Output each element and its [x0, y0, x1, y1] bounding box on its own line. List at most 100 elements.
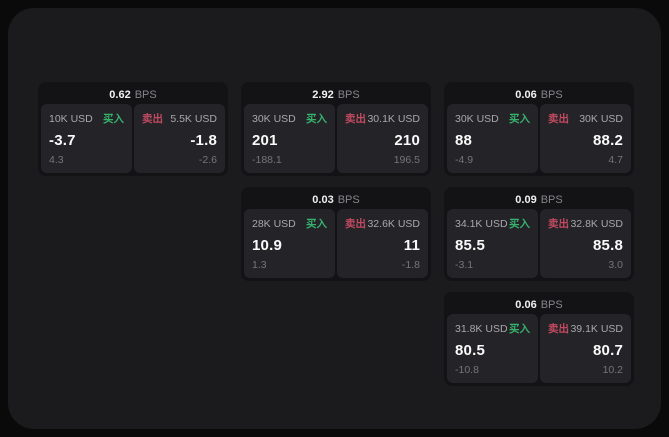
- sell-amount: 39.1K USD: [570, 322, 623, 335]
- sell-panel[interactable]: 卖出 32.6K USD 11 -1.8: [337, 209, 428, 278]
- bps-unit: BPS: [540, 88, 563, 101]
- app-container: 0.62 BPS 10K USD 买入 -3.7 4.3 卖出 5.5K USD…: [8, 8, 661, 429]
- buy-panel-top: 30K USD 买入: [455, 111, 530, 126]
- buy-panel[interactable]: 34.1K USD 买入 85.5 -3.1: [447, 209, 538, 278]
- buy-amount: 28K USD: [252, 217, 296, 230]
- buy-sub-value: -188.1: [252, 154, 282, 166]
- quote-panels: 10K USD 买入 -3.7 4.3 卖出 5.5K USD -1.8 -2.…: [41, 104, 225, 173]
- sell-price: 80.7: [593, 341, 623, 359]
- bps-value: 0.06: [515, 298, 537, 311]
- buy-price: 88: [455, 131, 473, 149]
- bps-value: 0.03: [312, 193, 334, 206]
- buy-side-label: 买入: [306, 113, 327, 125]
- sell-panel[interactable]: 卖出 39.1K USD 80.7 10.2: [540, 314, 631, 383]
- buy-panel-top: 10K USD 买入: [49, 111, 124, 126]
- card-header: 0.62 BPS: [41, 85, 225, 104]
- bps-value: 0.09: [515, 193, 537, 206]
- quote-card: 2.92 BPS 30K USD 买入 201 -188.1 卖出 30.1K …: [241, 82, 431, 176]
- card-header: 0.09 BPS: [447, 190, 631, 209]
- buy-sub-value: 4.3: [49, 154, 64, 166]
- buy-side-label: 买入: [509, 113, 530, 125]
- sell-sub-value: -2.6: [198, 154, 217, 166]
- buy-panel[interactable]: 31.8K USD 买入 80.5 -10.8: [447, 314, 538, 383]
- sell-amount: 30K USD: [579, 112, 623, 125]
- buy-amount: 10K USD: [49, 112, 93, 125]
- buy-sub-value: -4.9: [455, 154, 474, 166]
- sell-sub-value: -1.8: [401, 259, 420, 271]
- sell-price: -1.8: [190, 131, 217, 149]
- bps-value: 0.06: [515, 88, 537, 101]
- buy-panel-top: 34.1K USD 买入: [455, 216, 530, 231]
- quote-card: 0.06 BPS 30K USD 买入 88 -4.9 卖出 30K USD 8…: [444, 82, 634, 176]
- quote-card: 0.62 BPS 10K USD 买入 -3.7 4.3 卖出 5.5K USD…: [38, 82, 228, 176]
- quote-card: 0.03 BPS 28K USD 买入 10.9 1.3 卖出 32.6K US…: [241, 187, 431, 281]
- card-header: 0.03 BPS: [244, 190, 428, 209]
- quote-panels: 31.8K USD 买入 80.5 -10.8 卖出 39.1K USD 80.…: [447, 314, 631, 383]
- buy-panel[interactable]: 28K USD 买入 10.9 1.3: [244, 209, 335, 278]
- buy-amount: 30K USD: [455, 112, 499, 125]
- quote-panels: 30K USD 买入 201 -188.1 卖出 30.1K USD 210 1…: [244, 104, 428, 173]
- buy-amount: 31.8K USD: [455, 322, 508, 335]
- quote-card: 0.06 BPS 31.8K USD 买入 80.5 -10.8 卖出 39.1…: [444, 292, 634, 386]
- sell-sub-value: 4.7: [608, 154, 623, 166]
- bps-unit: BPS: [134, 88, 157, 101]
- sell-price: 85.8: [593, 236, 623, 254]
- sell-panel-top: 卖出 30.1K USD: [345, 111, 420, 126]
- sell-sub-value: 3.0: [608, 259, 623, 271]
- buy-side-label: 买入: [509, 323, 530, 335]
- quote-panels: 34.1K USD 买入 85.5 -3.1 卖出 32.8K USD 85.8…: [447, 209, 631, 278]
- sell-sub-value: 196.5: [393, 154, 420, 166]
- buy-side-label: 买入: [306, 218, 327, 230]
- bps-unit: BPS: [540, 193, 563, 206]
- bps-unit: BPS: [337, 88, 360, 101]
- sell-side-label: 卖出: [345, 113, 366, 125]
- sell-panel[interactable]: 卖出 30K USD 88.2 4.7: [540, 104, 631, 173]
- sell-panel-top: 卖出 32.6K USD: [345, 216, 420, 231]
- buy-panel-top: 30K USD 买入: [252, 111, 327, 126]
- buy-sub-value: 1.3: [252, 259, 267, 271]
- sell-panel[interactable]: 卖出 5.5K USD -1.8 -2.6: [134, 104, 225, 173]
- sell-price: 210: [394, 131, 420, 149]
- buy-side-label: 买入: [103, 113, 124, 125]
- sell-panel-top: 卖出 30K USD: [548, 111, 623, 126]
- quote-card: 0.09 BPS 34.1K USD 买入 85.5 -3.1 卖出 32.8K…: [444, 187, 634, 281]
- buy-side-label: 买入: [509, 218, 530, 230]
- sell-side-label: 卖出: [345, 218, 366, 230]
- buy-amount: 30K USD: [252, 112, 296, 125]
- buy-panel-top: 28K USD 买入: [252, 216, 327, 231]
- bps-value: 2.92: [312, 88, 334, 101]
- sell-side-label: 卖出: [548, 218, 569, 230]
- buy-price: 80.5: [455, 341, 485, 359]
- bps-unit: BPS: [337, 193, 360, 206]
- sell-amount: 32.6K USD: [367, 217, 420, 230]
- sell-price: 88.2: [593, 131, 623, 149]
- buy-price: -3.7: [49, 131, 76, 149]
- sell-amount: 30.1K USD: [367, 112, 420, 125]
- sell-panel-top: 卖出 5.5K USD: [142, 111, 217, 126]
- sell-side-label: 卖出: [142, 113, 163, 125]
- sell-sub-value: 10.2: [602, 364, 623, 376]
- sell-amount: 32.8K USD: [570, 217, 623, 230]
- buy-price: 85.5: [455, 236, 485, 254]
- sell-panel[interactable]: 卖出 32.8K USD 85.8 3.0: [540, 209, 631, 278]
- sell-side-label: 卖出: [548, 113, 569, 125]
- card-header: 0.06 BPS: [447, 295, 631, 314]
- buy-panel-top: 31.8K USD 买入: [455, 321, 530, 336]
- sell-panel-top: 卖出 32.8K USD: [548, 216, 623, 231]
- buy-sub-value: -10.8: [455, 364, 479, 376]
- buy-panel[interactable]: 30K USD 买入 201 -188.1: [244, 104, 335, 173]
- card-header: 0.06 BPS: [447, 85, 631, 104]
- buy-panel[interactable]: 30K USD 买入 88 -4.9: [447, 104, 538, 173]
- quote-grid: 0.62 BPS 10K USD 买入 -3.7 4.3 卖出 5.5K USD…: [38, 82, 634, 386]
- bps-value: 0.62: [109, 88, 131, 101]
- bps-unit: BPS: [540, 298, 563, 311]
- buy-panel[interactable]: 10K USD 买入 -3.7 4.3: [41, 104, 132, 173]
- buy-price: 10.9: [252, 236, 282, 254]
- buy-amount: 34.1K USD: [455, 217, 508, 230]
- card-header: 2.92 BPS: [244, 85, 428, 104]
- quote-panels: 30K USD 买入 88 -4.9 卖出 30K USD 88.2 4.7: [447, 104, 631, 173]
- quote-panels: 28K USD 买入 10.9 1.3 卖出 32.6K USD 11 -1.8: [244, 209, 428, 278]
- sell-panel[interactable]: 卖出 30.1K USD 210 196.5: [337, 104, 428, 173]
- sell-panel-top: 卖出 39.1K USD: [548, 321, 623, 336]
